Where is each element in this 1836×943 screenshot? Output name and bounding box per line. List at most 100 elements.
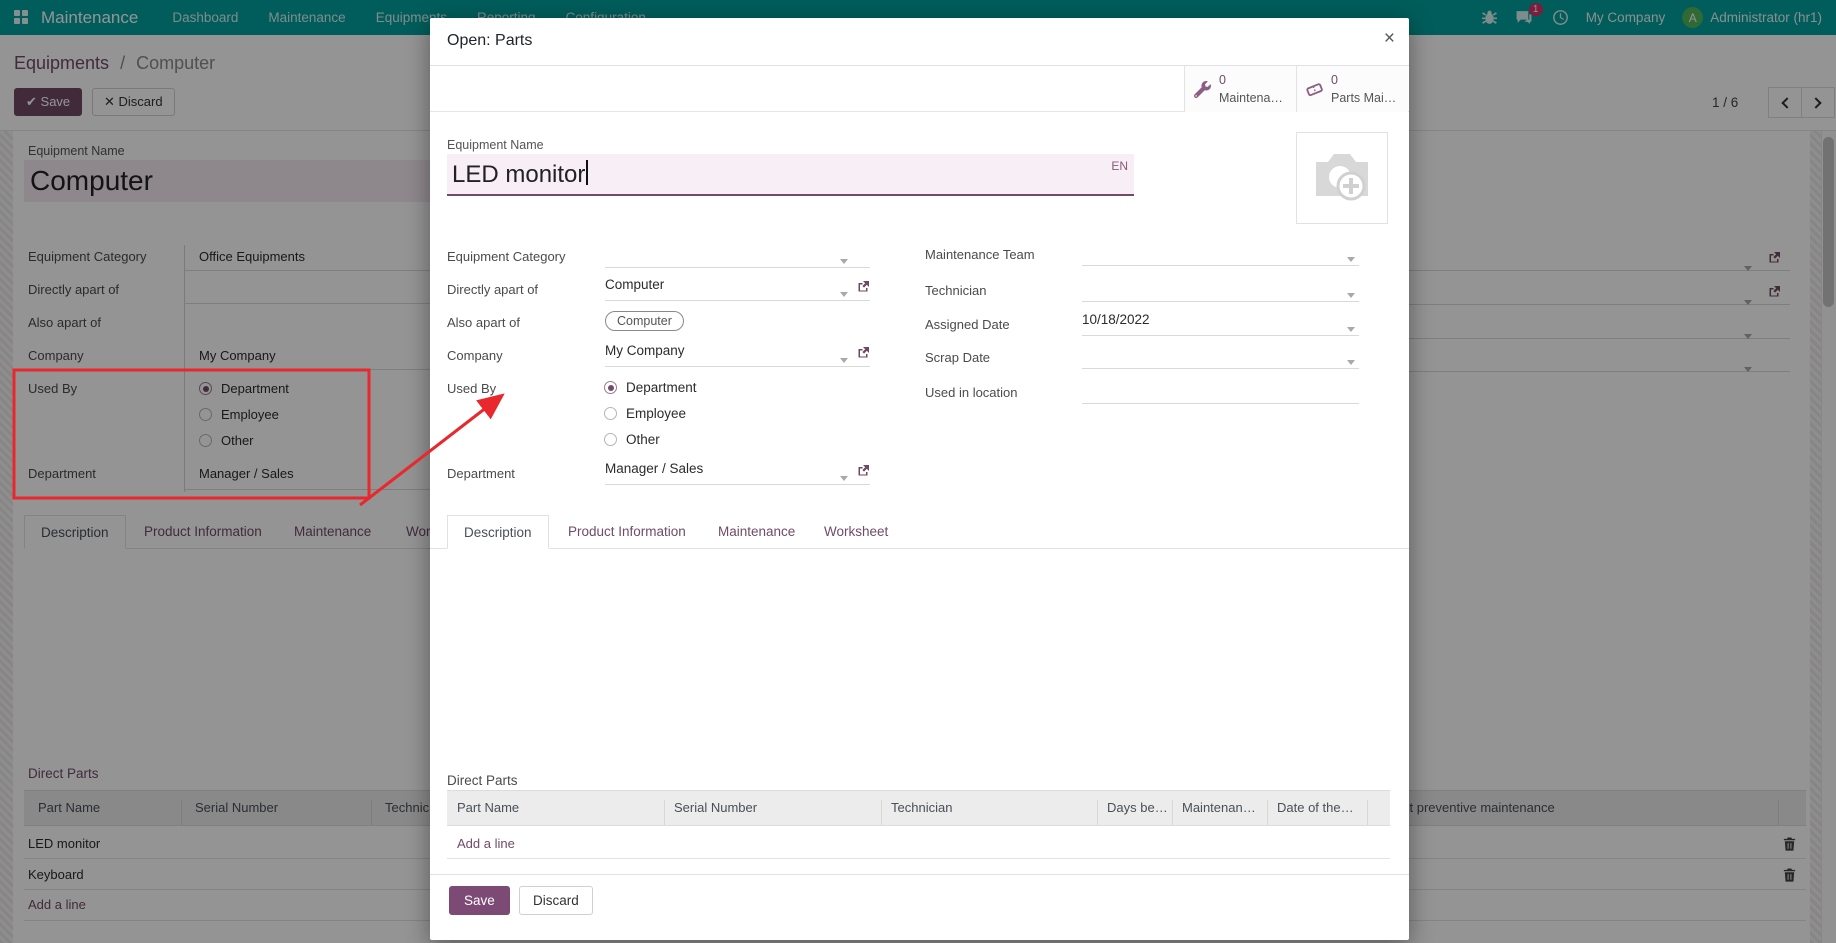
pager-next-button[interactable] (1801, 87, 1835, 118)
column-divider (1267, 800, 1268, 825)
translation-badge[interactable]: EN (1111, 159, 1128, 173)
bg-col-technician-clipped[interactable]: Technici (385, 800, 432, 815)
activity-clock-icon[interactable] (1552, 9, 1569, 26)
bg-direct-parts-title: Direct Parts (28, 766, 99, 781)
dropdown-caret-icon[interactable] (1744, 292, 1752, 310)
bg-col-part-name[interactable]: Part Name (38, 800, 101, 815)
dialog-save-button[interactable]: Save (449, 886, 510, 915)
radio-other[interactable]: Other (604, 432, 660, 447)
tab-product-information[interactable]: Product Information (568, 524, 686, 539)
stat-button-bar: 0 Maintena… 0 Parts Mai… (430, 66, 1409, 112)
dialog-header: Open: Parts × (430, 18, 1409, 66)
maintenance-stat-button[interactable]: 0 Maintena… (1184, 66, 1296, 112)
bg-col-next-preventive-clipped[interactable]: xt preventive maintenance (1403, 800, 1555, 815)
dropdown-caret-icon[interactable] (1744, 359, 1752, 377)
bg-row-keyboard[interactable]: Keyboard (28, 867, 84, 882)
external-link-icon[interactable] (1768, 251, 1781, 264)
bug-icon[interactable] (1481, 9, 1498, 26)
external-link-icon[interactable] (857, 346, 870, 359)
scrap-date-field[interactable] (1082, 345, 1359, 369)
scrollbar-track[interactable] (1821, 131, 1836, 943)
external-link-icon[interactable] (857, 464, 870, 477)
bg-tabs-border (24, 548, 430, 549)
nav-menu-maintenance[interactable]: Maintenance (268, 10, 346, 25)
col-date-of-the[interactable]: Date of the… (1277, 800, 1354, 815)
scrollbar-thumb[interactable] (1823, 137, 1834, 307)
save-button[interactable]: ✔ Save (14, 88, 83, 116)
bg-field-value[interactable]: My Company (199, 348, 276, 363)
equipment-category-field[interactable] (605, 244, 870, 268)
company-switcher[interactable]: My Company (1585, 10, 1666, 25)
col-technician[interactable]: Technician (891, 800, 953, 815)
bg-field-underline (184, 303, 430, 304)
bg-field-value[interactable]: Office Equipments (199, 249, 305, 264)
tab-maintenance[interactable]: Maintenance (718, 524, 796, 539)
user-menu[interactable]: A Administrator (hr1) (1682, 7, 1822, 28)
maintenance-team-field[interactable] (1082, 242, 1359, 266)
radio-employee[interactable]: Employee (604, 406, 686, 421)
used-by-label: Used By (447, 381, 497, 396)
dialog-close-icon[interactable]: × (1383, 28, 1395, 49)
tab-description[interactable]: Description (447, 515, 549, 549)
maintenance-stat-label: Maintena… (1219, 91, 1283, 105)
used-in-location-field[interactable] (1082, 380, 1359, 404)
equipment-category-label: Equipment Category (447, 249, 566, 264)
nav-menu-dashboard[interactable]: Dashboard (172, 10, 239, 25)
column-divider (1097, 800, 1098, 825)
used-in-location-label: Used in location (925, 385, 1018, 400)
user-name: Administrator (hr1) (1710, 10, 1822, 25)
dropdown-caret-icon[interactable] (1744, 326, 1752, 344)
equipment-photo-placeholder[interactable] (1296, 132, 1388, 224)
messages-icon[interactable]: 1 (1515, 3, 1543, 26)
equipment-name-value: LED monitor (452, 160, 588, 189)
company-field[interactable]: My Company (605, 343, 870, 367)
bg-right-field-underline (1409, 270, 1790, 271)
bg-right-field-underline (1409, 304, 1790, 305)
col-days-before[interactable]: Days be… (1107, 800, 1168, 815)
bg-add-a-line-link[interactable]: Add a line (28, 897, 86, 912)
bg-tab-worksheet-clipped[interactable]: Wor (406, 524, 431, 539)
add-a-line-link[interactable]: Add a line (457, 836, 515, 851)
dropdown-caret-icon (1347, 250, 1355, 265)
column-divider (1778, 800, 1779, 825)
external-link-icon[interactable] (857, 280, 870, 293)
tab-worksheet[interactable]: Worksheet (824, 524, 889, 539)
app-title[interactable]: Maintenance (41, 7, 139, 27)
col-part-name[interactable]: Part Name (457, 800, 520, 815)
camera-placeholder-icon (1316, 154, 1368, 201)
open-parts-dialog: Open: Parts × 0 Maintena… 0 Parts Mai… Equ… (430, 18, 1409, 940)
parts-stat-button[interactable]: 0 Parts Mai… (1296, 66, 1408, 112)
apps-menu-icon[interactable] (14, 10, 29, 25)
also-apart-of-field[interactable]: Computer (605, 311, 684, 331)
computer-tag[interactable]: Computer (605, 311, 684, 331)
radio-department[interactable]: Department (604, 380, 697, 395)
dropdown-caret-icon[interactable] (1744, 258, 1752, 276)
equipment-name-input[interactable]: LED monitor EN (447, 154, 1134, 196)
assigned-date-field[interactable]: 10/18/2022 (1082, 312, 1359, 336)
bg-tab-product-information[interactable]: Product Information (144, 524, 262, 539)
breadcrumb-equipments[interactable]: Equipments (14, 53, 110, 73)
scrap-date-label: Scrap Date (925, 350, 991, 365)
dropdown-caret-icon (840, 351, 848, 366)
dialog-discard-button[interactable]: Discard (519, 886, 593, 915)
bg-row-led-monitor[interactable]: LED monitor (28, 836, 101, 851)
company-label: Company (447, 348, 503, 363)
column-divider (371, 800, 372, 825)
bg-right-field-underline (1409, 371, 1790, 372)
bg-tab-description[interactable]: Description (24, 515, 126, 549)
bg-tab-maintenance[interactable]: Maintenance (294, 524, 372, 539)
department-field[interactable]: Manager / Sales (605, 461, 870, 485)
technician-field[interactable] (1082, 278, 1359, 302)
col-maintenance[interactable]: Maintenan… (1182, 800, 1256, 815)
ticket-icon (1306, 82, 1323, 96)
bg-col-serial-number[interactable]: Serial Number (195, 800, 279, 815)
pager-previous-button[interactable] (1768, 87, 1802, 118)
discard-button[interactable]: ✕ Discard (92, 88, 175, 116)
col-serial-number[interactable]: Serial Number (674, 800, 758, 815)
delete-row-icon[interactable] (1782, 836, 1797, 852)
external-link-icon[interactable] (1768, 285, 1781, 298)
delete-row-icon[interactable] (1782, 867, 1797, 883)
directly-apart-of-field[interactable]: Computer (605, 277, 870, 301)
nav-menu-equipments[interactable]: Equipments (375, 10, 447, 25)
